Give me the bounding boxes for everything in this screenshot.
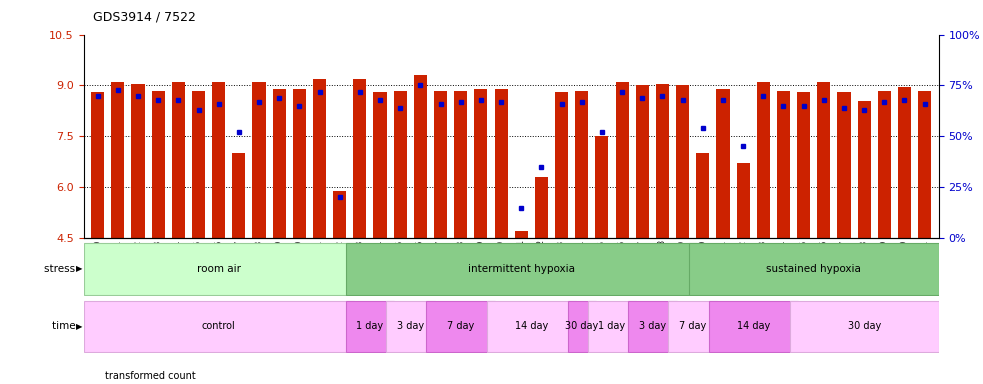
Bar — [817, 82, 831, 238]
Bar — [353, 79, 367, 238]
Bar — [494, 89, 507, 238]
Bar — [736, 164, 750, 238]
Bar — [656, 84, 669, 238]
Bar — [393, 91, 407, 238]
Bar — [575, 91, 588, 238]
Bar — [346, 243, 697, 295]
Bar — [172, 82, 185, 238]
Text: 3 day: 3 day — [397, 321, 424, 331]
Bar — [555, 92, 568, 238]
Bar — [797, 92, 810, 238]
Bar — [374, 92, 386, 238]
Text: time: time — [52, 321, 79, 331]
Bar — [232, 153, 246, 238]
Text: 3 day: 3 day — [639, 321, 665, 331]
Bar — [427, 301, 495, 352]
Bar — [272, 89, 286, 238]
Bar — [346, 301, 394, 352]
Bar — [567, 301, 596, 352]
Bar — [857, 101, 871, 238]
Bar — [676, 86, 689, 238]
Bar — [588, 301, 636, 352]
Bar — [84, 301, 354, 352]
Text: sustained hypoxia: sustained hypoxia — [767, 264, 861, 274]
Bar — [132, 84, 145, 238]
Bar — [313, 79, 326, 238]
Bar — [535, 177, 548, 238]
Text: 30 day: 30 day — [565, 321, 599, 331]
Bar — [628, 301, 676, 352]
Text: 1 day: 1 day — [357, 321, 383, 331]
Bar — [918, 91, 931, 238]
Bar — [789, 301, 939, 352]
Bar — [84, 243, 354, 295]
Text: room air: room air — [197, 264, 241, 274]
Bar — [515, 231, 528, 238]
Text: intermittent hypoxia: intermittent hypoxia — [468, 264, 575, 274]
Bar — [253, 82, 265, 238]
Bar — [615, 82, 629, 238]
Bar — [212, 82, 225, 238]
Bar — [757, 82, 770, 238]
Text: control: control — [202, 321, 236, 331]
Text: 7 day: 7 day — [679, 321, 707, 331]
Bar — [689, 243, 939, 295]
Text: ▶: ▶ — [76, 322, 83, 331]
Bar — [777, 91, 790, 238]
Bar — [386, 301, 434, 352]
Bar — [878, 91, 891, 238]
Text: 1 day: 1 day — [599, 321, 625, 331]
Bar — [151, 91, 165, 238]
Bar — [91, 92, 104, 238]
Text: GDS3914 / 7522: GDS3914 / 7522 — [93, 10, 197, 23]
Bar — [333, 190, 346, 238]
Bar — [696, 153, 710, 238]
Text: transformed count: transformed count — [105, 371, 196, 381]
Text: 14 day: 14 day — [736, 321, 770, 331]
Text: stress: stress — [44, 264, 79, 274]
Bar — [838, 92, 850, 238]
Bar — [709, 301, 797, 352]
Bar — [475, 89, 488, 238]
Bar — [414, 75, 427, 238]
Bar — [668, 301, 717, 352]
Bar — [487, 301, 576, 352]
Bar — [293, 89, 306, 238]
Text: 30 day: 30 day — [847, 321, 881, 331]
Bar — [454, 91, 467, 238]
Text: ▶: ▶ — [76, 264, 83, 273]
Bar — [636, 86, 649, 238]
Bar — [192, 91, 205, 238]
Bar — [717, 89, 729, 238]
Text: 7 day: 7 day — [447, 321, 475, 331]
Bar — [434, 91, 447, 238]
Bar — [897, 87, 911, 238]
Text: 14 day: 14 day — [515, 321, 548, 331]
Bar — [111, 82, 125, 238]
Bar — [596, 136, 608, 238]
